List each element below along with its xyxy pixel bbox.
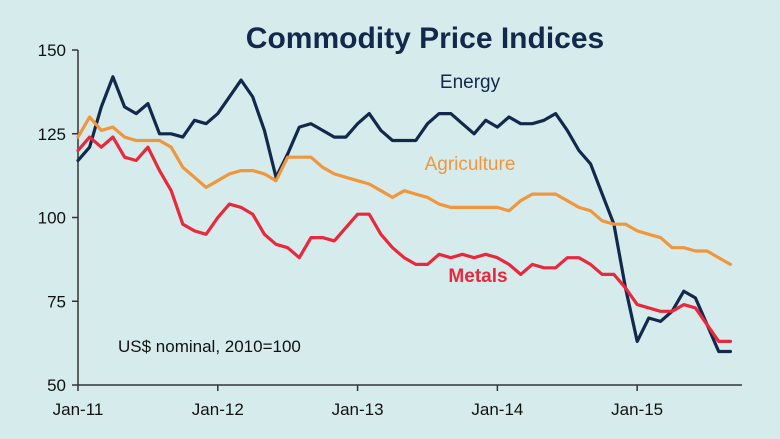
x-tick-label: Jan-12 [192, 400, 244, 419]
series-line-agriculture [76, 115, 733, 266]
x-tick-label: Jan-15 [611, 400, 663, 419]
y-tick-label: 75 [47, 292, 66, 311]
series-line-energy [76, 75, 733, 354]
x-tick-label: Jan-11 [53, 400, 104, 419]
series-lines [76, 75, 733, 354]
x-tick-group: Jan-11 Jan-12 Jan-13 Jan-14 Jan-15 [53, 385, 663, 419]
series-label-metals: Metals [448, 266, 507, 287]
y-tick-label: 100 [38, 209, 66, 228]
x-tick-label: Jan-13 [332, 400, 384, 419]
y-tick-label: 125 [38, 125, 66, 144]
series-label-agriculture: Agriculture [425, 154, 516, 175]
y-tick-label: 50 [47, 376, 66, 395]
series-label-energy: Energy [440, 72, 501, 93]
x-tick-label: Jan-14 [471, 400, 523, 419]
chart-title: Commodity Price Indices [246, 22, 604, 55]
y-tick-label: 150 [38, 41, 66, 60]
chart-note: US$ nominal, 2010=100 [118, 337, 301, 356]
y-tick-group: 50 75 100 125 150 [38, 41, 78, 395]
series-line-metals [76, 135, 733, 343]
